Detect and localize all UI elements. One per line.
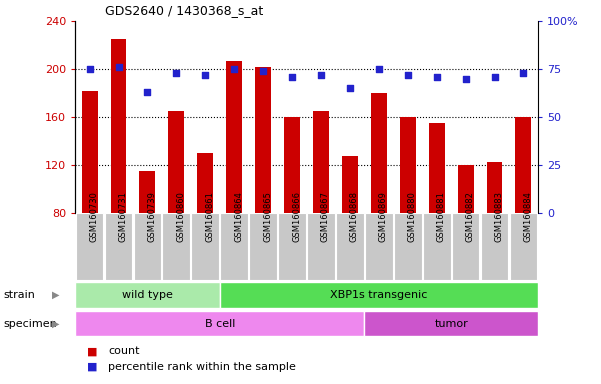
Text: GSM160731: GSM160731 <box>118 191 127 242</box>
Text: GSM160865: GSM160865 <box>263 191 272 242</box>
Bar <box>226 61 242 213</box>
Text: GSM160881: GSM160881 <box>437 191 446 242</box>
FancyBboxPatch shape <box>423 213 451 280</box>
Point <box>85 66 94 72</box>
Point <box>490 74 499 80</box>
FancyBboxPatch shape <box>162 213 191 280</box>
Point <box>432 74 442 80</box>
Text: ■: ■ <box>87 346 97 356</box>
Text: GSM160866: GSM160866 <box>292 191 301 242</box>
Text: specimen: specimen <box>3 318 56 329</box>
Bar <box>516 117 531 213</box>
Text: GDS2640 / 1430368_s_at: GDS2640 / 1430368_s_at <box>105 4 263 17</box>
Point <box>345 85 355 91</box>
FancyBboxPatch shape <box>133 213 161 280</box>
FancyBboxPatch shape <box>191 213 219 280</box>
Point <box>114 64 123 70</box>
Text: XBP1s transgenic: XBP1s transgenic <box>330 290 427 300</box>
FancyBboxPatch shape <box>105 213 132 280</box>
FancyBboxPatch shape <box>365 213 392 280</box>
Point <box>461 76 471 82</box>
Text: GSM160868: GSM160868 <box>350 191 359 242</box>
FancyBboxPatch shape <box>76 213 103 280</box>
FancyBboxPatch shape <box>220 282 538 308</box>
Bar <box>429 123 445 213</box>
Text: ▶: ▶ <box>52 318 59 329</box>
Text: count: count <box>108 346 139 356</box>
Text: tumor: tumor <box>435 318 468 329</box>
Text: GSM160730: GSM160730 <box>90 191 99 242</box>
Text: GSM160884: GSM160884 <box>523 191 532 242</box>
FancyBboxPatch shape <box>307 213 335 280</box>
Point <box>519 70 528 76</box>
FancyBboxPatch shape <box>364 311 538 336</box>
Bar <box>487 162 502 213</box>
FancyBboxPatch shape <box>75 282 220 308</box>
Point <box>287 74 297 80</box>
Bar <box>313 111 329 213</box>
Bar <box>457 165 474 213</box>
Text: B cell: B cell <box>204 318 235 329</box>
FancyBboxPatch shape <box>394 213 422 280</box>
Bar <box>111 39 126 213</box>
Text: ■: ■ <box>87 362 97 372</box>
Bar <box>82 91 97 213</box>
Bar <box>284 117 300 213</box>
FancyBboxPatch shape <box>278 213 306 280</box>
Bar <box>342 156 358 213</box>
Point <box>403 72 412 78</box>
Point <box>230 66 239 72</box>
Point <box>142 89 152 95</box>
FancyBboxPatch shape <box>75 311 364 336</box>
FancyBboxPatch shape <box>221 213 248 280</box>
Text: GSM160860: GSM160860 <box>176 191 185 242</box>
Text: GSM160883: GSM160883 <box>495 191 504 242</box>
Bar <box>255 67 271 213</box>
Text: wild type: wild type <box>122 290 173 300</box>
Text: GSM160867: GSM160867 <box>321 191 330 242</box>
Bar <box>168 111 185 213</box>
Point <box>258 68 268 74</box>
FancyBboxPatch shape <box>336 213 364 280</box>
Text: GSM160861: GSM160861 <box>206 191 215 242</box>
FancyBboxPatch shape <box>481 213 508 280</box>
Bar <box>371 93 387 213</box>
Bar <box>139 171 156 213</box>
Text: GSM160869: GSM160869 <box>379 191 388 242</box>
Bar <box>400 117 416 213</box>
Text: GSM160880: GSM160880 <box>407 191 416 242</box>
FancyBboxPatch shape <box>249 213 277 280</box>
Text: percentile rank within the sample: percentile rank within the sample <box>108 362 296 372</box>
Point <box>201 72 210 78</box>
Bar <box>197 153 213 213</box>
Text: GSM160882: GSM160882 <box>466 191 475 242</box>
Text: strain: strain <box>3 290 35 300</box>
Point <box>316 72 326 78</box>
Text: GSM160864: GSM160864 <box>234 191 243 242</box>
Point <box>374 66 383 72</box>
FancyBboxPatch shape <box>510 213 537 280</box>
Point <box>171 70 181 76</box>
FancyBboxPatch shape <box>452 213 480 280</box>
Text: GSM160739: GSM160739 <box>147 191 156 242</box>
Text: ▶: ▶ <box>52 290 59 300</box>
